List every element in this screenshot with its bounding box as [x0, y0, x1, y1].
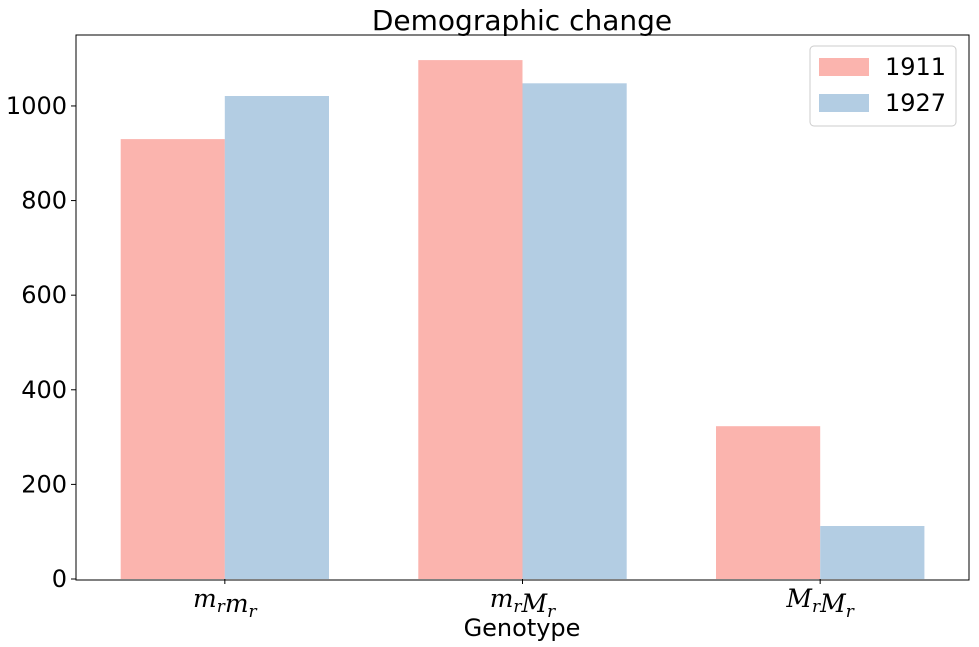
- y-tick-label: 1000: [6, 92, 67, 120]
- x-tick-label-mrmr: mrmr: [193, 584, 258, 622]
- y-tick-label: 600: [21, 281, 67, 309]
- x-tick-label-mrMr: mrMr: [490, 584, 556, 622]
- legend-label-1911: 1911: [885, 53, 946, 81]
- y-tick-label: 200: [21, 470, 67, 498]
- bars-group: [120, 60, 925, 580]
- bar-1911-mrMr: [418, 60, 523, 580]
- bar-1911-mrmr: [120, 139, 225, 579]
- chart-title: Demographic change: [372, 4, 672, 37]
- y-tick-label: 800: [21, 187, 67, 215]
- legend: 1911 1927: [809, 45, 957, 127]
- y-axis: 0 200 400 600 800 1000: [6, 92, 76, 593]
- y-tick-label: 0: [52, 565, 67, 593]
- y-tick-label: 400: [21, 376, 67, 404]
- legend-swatch-1911: [819, 58, 869, 76]
- bar-1911-MrMr: [716, 426, 821, 579]
- legend-swatch-1927: [819, 94, 869, 112]
- bar-1927-mrMr: [522, 83, 627, 580]
- bar-1927-mrmr: [224, 96, 329, 579]
- legend-label-1927: 1927: [885, 89, 946, 117]
- x-axis: mrmr mrMr MrMr: [193, 579, 855, 622]
- x-axis-label: Genotype: [464, 614, 581, 642]
- bar-1927-MrMr: [820, 526, 925, 579]
- x-tick-label-MrMr: MrMr: [785, 584, 854, 622]
